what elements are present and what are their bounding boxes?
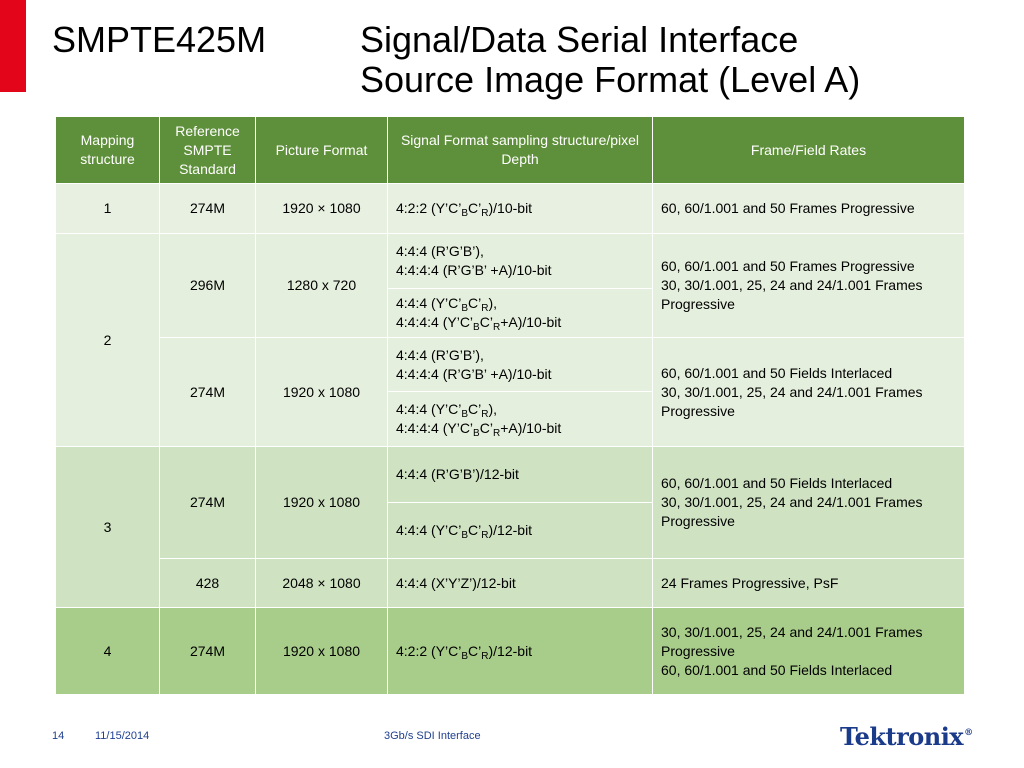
footer-title: 3Gb/s SDI Interface — [384, 730, 481, 742]
standard-cell: 274M — [159, 183, 256, 234]
table-row: 4:4:4 (Y’C’BC’R), 4:4:4:4 (Y’C’BC’R+A)/1… — [56, 391, 965, 447]
rates-cell: 60, 60/1.001 and 50 Frames Progressive — [652, 183, 965, 234]
table-row: 4 274M 1920 x 1080 4:2:2 (Y’C’BC’R)/12-b… — [55, 607, 965, 695]
format-cell: 4:4:4 (R’G’B’)/12-bit — [387, 446, 653, 503]
mapping-cell: 4 — [55, 607, 160, 695]
table-header-row: Mapping structure Reference SMPTE Standa… — [55, 116, 965, 184]
standard-cell: 296M — [159, 233, 256, 338]
header-standard: Reference SMPTE Standard — [159, 116, 256, 184]
slide-title-line2: Source Image Format (Level A) — [360, 59, 861, 100]
rates-cell: 60, 60/1.001 and 50 Frames Progressive 3… — [652, 233, 965, 338]
format-cell: 4:2:2 (Y’C’BC’R)/12-bit — [387, 607, 653, 695]
rates-cell: 60, 60/1.001 and 50 Fields Interlaced 30… — [652, 446, 965, 559]
format-cell: 4:4:4 (Y’C’BC’R)/12-bit — [387, 502, 653, 559]
rates-cell: 60, 60/1.001 and 50 Fields Interlaced 30… — [652, 337, 965, 447]
accent-bar — [0, 0, 26, 92]
rates-cell: 24 Frames Progressive, PsF — [652, 558, 965, 608]
table-row: 3 274M 1920 x 1080 4:4:4 (R’G’B’)/12-bit… — [55, 446, 965, 608]
standard-cell: 274M — [159, 337, 256, 447]
picture-cell: 1920 × 1080 — [255, 183, 388, 234]
slide-title-line1: Signal/Data Serial Interface — [360, 19, 799, 60]
table-row: 2 296M 1280 x 720 4:4:4 (R’G’B’), 4:4:4:… — [55, 233, 965, 447]
rates-cell: 30, 30/1.001, 25, 24 and 24/1.001 Frames… — [652, 607, 965, 695]
footer-date: 11/15/2014 — [95, 730, 150, 742]
standard-cell: 274M — [159, 607, 256, 695]
format-cell: 4:4:4 (X’Y’Z’)/12-bit — [387, 558, 653, 608]
header-mapping: Mapping structure — [55, 116, 160, 184]
header-picture: Picture Format — [255, 116, 388, 184]
slide-title: Signal/Data Serial Interface Source Imag… — [360, 20, 860, 100]
header-rates: Frame/Field Rates — [652, 116, 965, 184]
format-cell: 4:4:4 (Y’C’BC’R), 4:4:4:4 (Y’C’BC’R+A)/1… — [387, 288, 653, 338]
format-table: Mapping structure Reference SMPTE Standa… — [55, 116, 965, 695]
header-signal-format: Signal Format sampling structure/pixel D… — [387, 116, 653, 184]
table-row: 4:4:4 (Y’C’BC’R)/12-bit — [56, 502, 965, 559]
format-cell: 4:4:4 (R’G’B’), 4:4:4:4 (R’G’B’ +A)/10-b… — [387, 233, 653, 289]
picture-cell: 2048 × 1080 — [255, 558, 388, 608]
mapping-cell: 2 — [55, 233, 160, 447]
table-row: 1 274M 1920 × 1080 4:2:2 (Y’C’BC’R)/10-b… — [55, 183, 965, 234]
tektronix-logo: Tektronix® — [840, 722, 973, 751]
table-row: 428 2048 × 1080 4:4:4 (X’Y’Z’)/12-bit 24… — [56, 558, 965, 608]
mapping-cell: 3 — [55, 446, 160, 608]
picture-cell: 1920 x 1080 — [255, 607, 388, 695]
picture-cell: 1280 x 720 — [255, 233, 388, 338]
table-row: 274M 1920 x 1080 4:4:4 (R’G’B’), 4:4:4:4… — [56, 337, 965, 447]
standard-cell: 274M — [159, 446, 256, 559]
picture-cell: 1920 x 1080 — [255, 446, 388, 559]
format-cell: 4:2:2 (Y’C’BC’R)/10-bit — [387, 183, 653, 234]
slide-title-standard: SMPTE425M — [52, 19, 267, 60]
picture-cell: 1920 x 1080 — [255, 337, 388, 447]
page-number: 14 — [52, 730, 65, 742]
mapping-cell: 1 — [55, 183, 160, 234]
table-row: 4:4:4 (Y’C’BC’R), 4:4:4:4 (Y’C’BC’R+A)/1… — [56, 288, 965, 338]
format-cell: 4:4:4 (Y’C’BC’R), 4:4:4:4 (Y’C’BC’R+A)/1… — [387, 391, 653, 447]
standard-cell: 428 — [159, 558, 256, 608]
format-cell: 4:4:4 (R’G’B’), 4:4:4:4 (R’G’B’ +A)/10-b… — [387, 337, 653, 392]
